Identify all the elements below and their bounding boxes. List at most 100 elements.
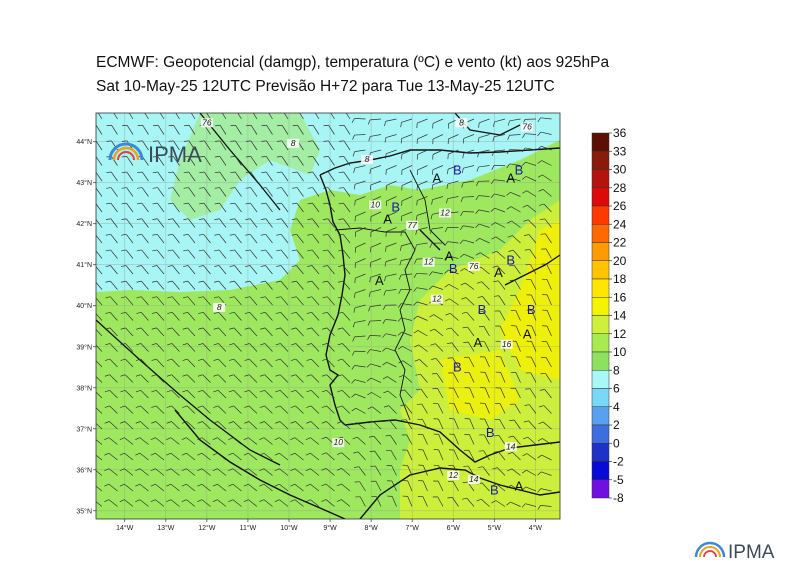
wind-barb-flag [120, 343, 126, 346]
wind-barb [480, 266, 490, 275]
contour-label: 14 [469, 474, 479, 484]
wind-barb-flag [323, 140, 329, 142]
contour-label: 77 [407, 220, 417, 230]
wind-barb-flag [338, 156, 344, 158]
wind-barb-flag [106, 171, 112, 174]
wind-barb [540, 488, 552, 492]
wind-barb-flag [214, 249, 220, 252]
wind-barb-flag [276, 233, 282, 236]
wind-barb-flag [369, 277, 371, 283]
wind-barb-flag [259, 437, 265, 441]
wind-barb [542, 438, 552, 445]
wind-barb-flag [430, 214, 433, 220]
wind-barb [546, 263, 552, 275]
wind-barb-flag [461, 168, 464, 174]
wind-barb-flag [368, 306, 371, 312]
wind-barb [113, 113, 118, 120]
wind-barb-flag [475, 252, 481, 256]
wind-barb-flag [151, 296, 157, 299]
wind-barb [447, 241, 459, 244]
wind-barb [124, 499, 134, 507]
wind-barb-flag [212, 468, 218, 472]
wind-barb [422, 480, 428, 492]
wind-barb [342, 358, 351, 368]
wind-barb-flag [105, 233, 111, 236]
colorbar-label: 26 [613, 199, 627, 213]
wind-barb [484, 372, 490, 383]
wind-barb [140, 405, 149, 414]
wind-barb [463, 225, 475, 228]
wind-barb-flag [382, 305, 386, 310]
contour-label-bg [455, 118, 468, 128]
wind-barb [482, 296, 490, 306]
wind-barb [248, 421, 258, 430]
wind-barb-flag [305, 468, 311, 472]
wind-barb-flag [212, 499, 218, 503]
wind-barb [326, 390, 335, 399]
wind-barb-flag [214, 171, 220, 174]
wind-barb-flag [351, 393, 356, 398]
wind-barb-flag [259, 405, 265, 408]
wind-barb [279, 499, 289, 507]
wind-barb [452, 481, 459, 492]
lon-tick-label: 10°W [280, 524, 298, 532]
wind-barb [157, 125, 165, 135]
wind-barb [312, 202, 320, 213]
wind-barb [156, 358, 165, 368]
wind-barb [233, 390, 242, 399]
wind-barb [464, 268, 475, 275]
wind-barb-flag [446, 342, 452, 345]
wind-barb [407, 496, 413, 507]
pressure-letter: B [449, 261, 458, 276]
wind-barb-flag [198, 233, 204, 236]
wind-barb [451, 342, 459, 352]
colorbar-label: -2 [613, 455, 624, 469]
wind-barb [170, 483, 180, 492]
wind-barb-flag [198, 218, 204, 220]
wind-barb-flag [537, 174, 543, 178]
wind-barb-flag [351, 365, 355, 370]
lat-tick-label: 36°N [76, 466, 92, 474]
wind-barb [310, 437, 320, 445]
wind-barb [310, 468, 320, 476]
wind-barb [265, 202, 273, 213]
wind-barb [403, 374, 413, 383]
wind-barb-flag [398, 289, 402, 294]
wind-barb [188, 140, 196, 151]
wind-barb-flag [166, 452, 172, 456]
wind-barb [248, 390, 258, 399]
wind-barb-flag [337, 296, 343, 299]
wind-barb [203, 249, 211, 259]
wind-barb [401, 196, 413, 202]
wind-barb-flag [245, 218, 251, 220]
contour-label: 8 [291, 138, 296, 148]
wind-barb [511, 468, 521, 476]
wind-barb [170, 499, 180, 507]
wind-barb [188, 156, 196, 166]
wind-barb [312, 125, 320, 135]
wind-barb-flag [212, 452, 218, 456]
colorbar-swatch [591, 205, 610, 225]
wind-barb [510, 501, 521, 507]
wind-barb [401, 242, 413, 247]
wind-barb-flag [322, 311, 328, 314]
wind-barb [110, 296, 118, 306]
wind-barb [369, 335, 382, 337]
wind-barb-flag [509, 419, 515, 422]
wind-barb [232, 452, 242, 461]
wind-barb [416, 287, 428, 290]
wind-barb [157, 156, 165, 166]
wind-barb [249, 249, 258, 259]
wind-barb-flag [431, 373, 437, 375]
wind-barb [157, 218, 165, 228]
wind-barb-flag [136, 280, 142, 283]
wind-barb [141, 218, 149, 228]
colorbar-label: 33 [613, 144, 627, 158]
wind-barb [416, 273, 428, 275]
wind-barb-flag [120, 358, 126, 361]
wind-barb [237, 113, 242, 120]
wind-barb [172, 249, 180, 259]
wind-barb-flag [413, 330, 419, 334]
wind-barb [386, 180, 397, 186]
wind-barb-flag [197, 358, 203, 361]
